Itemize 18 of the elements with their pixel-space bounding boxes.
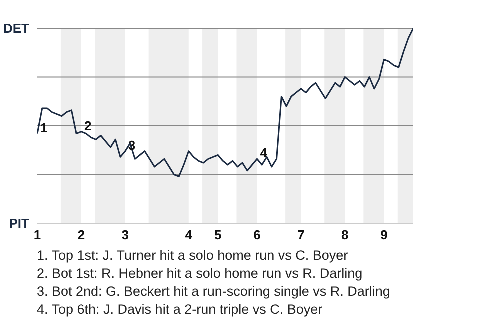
annotation: 4 — [260, 146, 268, 161]
x-tick-label: 4 — [185, 228, 194, 242]
x-tick-label: 2 — [78, 228, 86, 242]
x-tick-label: 8 — [342, 228, 349, 242]
x-tick-label: 9 — [380, 228, 388, 242]
text: 4. Top 6th: J. Davis hit a 2-run triple vs C. Boyer — [37, 301, 324, 319]
x-tick-label: 3 — [122, 228, 130, 242]
text: 2. Bot 1st: R. Hebner hit a solo home run vs R. Darling — [37, 265, 364, 283]
text: DET — [4, 21, 30, 36]
x-tick-label: 7 — [298, 228, 305, 242]
text: 1. Top 1st: J. Turner hit a solo home run vs C. Boyer — [37, 247, 350, 265]
annotation: 1 — [40, 120, 48, 136]
text: PIT — [9, 216, 30, 231]
x-tick-label: 5 — [214, 228, 222, 242]
text: 3. Bot 2nd: G. Beckert hit a run-scoring single vs R. Darling — [37, 283, 390, 301]
x-tick-label: 6 — [254, 228, 261, 242]
annotation: 2 — [84, 118, 92, 134]
x-tick-label: 1 — [34, 228, 42, 242]
